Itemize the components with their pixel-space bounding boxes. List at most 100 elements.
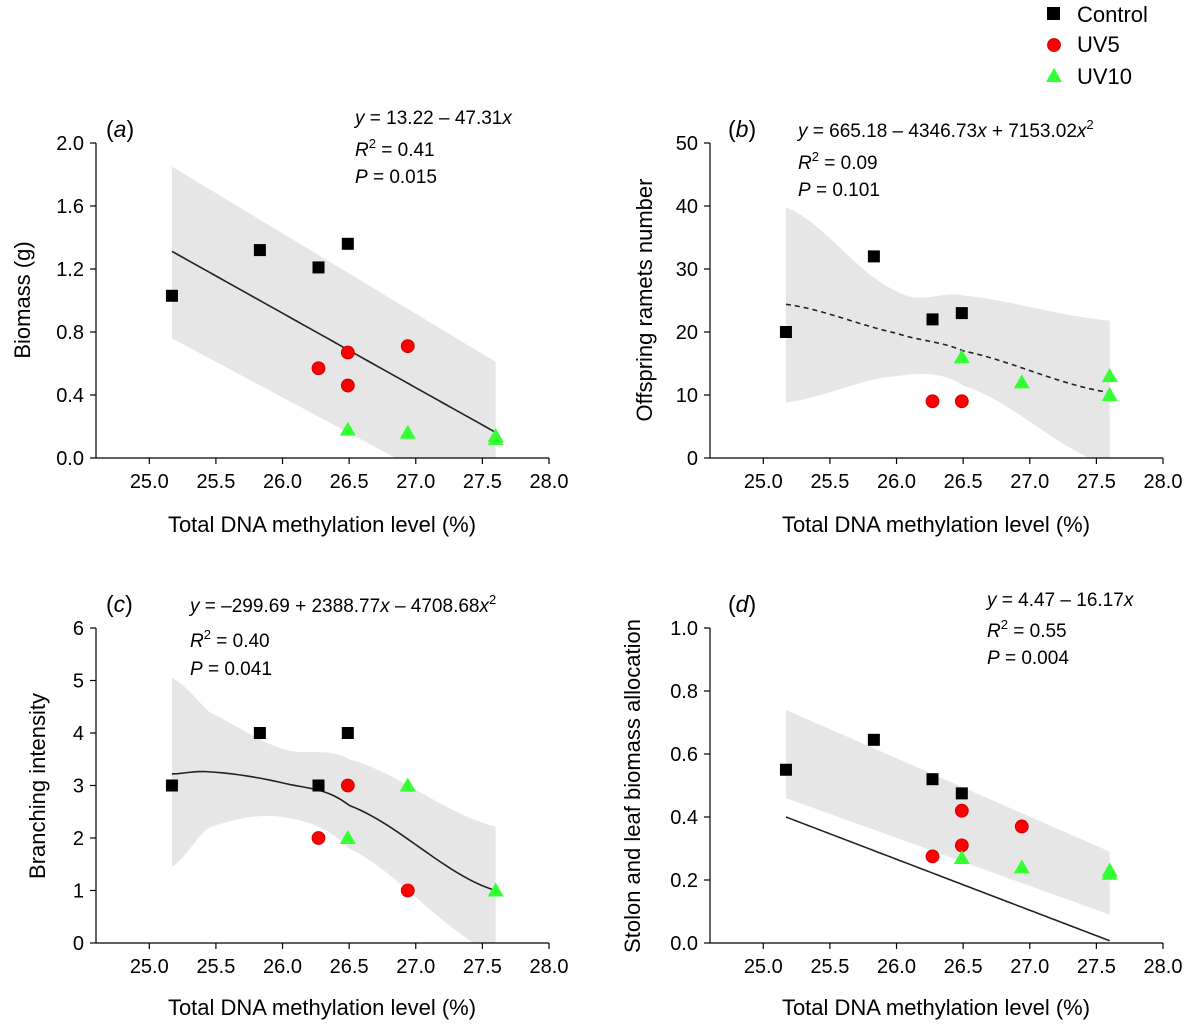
legend-label-uv5: UV5	[1077, 32, 1120, 57]
panel-b-x-tick-label: 25.0	[744, 471, 783, 493]
panel-c-point-control	[165, 779, 178, 792]
panel-b-x-tick-label: 27.5	[1077, 471, 1116, 493]
panel-d-y-tick-label: 0.4	[670, 807, 698, 829]
panel-b-band-layer	[785, 207, 1110, 458]
panel-d-point-control	[926, 773, 939, 786]
panel-c-point-control	[253, 727, 266, 739]
panel-d-point-control	[779, 763, 792, 776]
panel-d-equation: y = 4.47 – 16.17x	[985, 590, 1135, 611]
panel-d-x-tick-label: 25.5	[810, 956, 849, 978]
panel-c-fit-line	[171, 770, 496, 892]
panel-b-point-control	[926, 313, 939, 326]
panel-c-x-tick-label: 26.0	[263, 956, 302, 978]
panel-b-x-tick-label: 27.0	[1010, 471, 1049, 493]
panel-b-y-tick-label: 30	[676, 259, 698, 281]
panel-a-point-uv5	[311, 361, 326, 376]
panel-c-fit-layer	[171, 770, 496, 892]
panel-a-y-tick-label: 0.0	[56, 448, 84, 470]
panel-a-y-tick-label: 2.0	[56, 133, 84, 155]
panel-d-x-tick-label: 27.0	[1010, 956, 1049, 978]
panel-c-point-uv10	[487, 882, 504, 897]
panel-b-confidence-band	[785, 207, 1110, 458]
panel-d-r2: R2 = 0.55	[987, 617, 1067, 642]
panel-b-point-control	[955, 307, 968, 320]
panel-d-point-uv10	[953, 849, 970, 864]
panel-a-fit-line	[171, 250, 497, 434]
panel-a-y-tick-label: 0.4	[56, 385, 84, 407]
panel-c-y-tick-label: 5	[73, 671, 84, 693]
panel-c-equation: y = –299.69 + 2388.77x – 4708.68x2	[188, 592, 496, 617]
panel-a-points	[165, 237, 504, 446]
panel-c-point-uv5	[340, 778, 355, 793]
legend-item-control: Control	[1047, 2, 1148, 27]
panel-d-confidence-band	[785, 709, 1110, 915]
panel-d-point-uv5	[925, 849, 940, 864]
legend-marker-uv5	[1047, 38, 1061, 52]
panel-b-axes: 25.0 25.5 26.0 26.5 27.0 27.5 28.0 0 10 20 30 40 50	[676, 133, 1183, 493]
panel-b-point-uv10	[1101, 368, 1118, 383]
panel-a-ylabel: Biomass (g)	[10, 241, 35, 358]
panel-d-point-control	[867, 733, 880, 746]
panel-b-y-tick-label: 40	[676, 196, 698, 218]
panel-c-point-uv5	[400, 883, 415, 898]
panel-d-point-uv5	[954, 838, 969, 853]
panel-c-x-tick-label: 26.5	[330, 956, 369, 978]
panel-b: 25.0 25.5 26.0 26.5 27.0 27.5 28.001020304050 …	[632, 116, 1182, 537]
panel-b-points	[779, 250, 1118, 409]
panel-c-y-tick-label: 3	[73, 776, 84, 798]
panel-a-y-tick-label: 0.8	[56, 322, 84, 344]
panel-c-r2: R2 = 0.40	[190, 627, 270, 652]
panel-c-x-tick-label: 28.0	[530, 956, 569, 978]
panel-b-x-tick-label: 26.0	[877, 471, 916, 493]
panel-a-y-tick-label: 1.6	[56, 196, 84, 218]
panel-c-x-tick-label: 27.5	[463, 956, 502, 978]
panel-a-confidence-band	[171, 166, 496, 458]
legend: Control UV5 UV10	[1046, 2, 1148, 89]
panel-d-label: (d)	[728, 591, 756, 617]
panel-b-xlabel: Total DNA methylation level (%)	[782, 512, 1090, 537]
panel-c-y-tick-label: 4	[73, 723, 84, 745]
panel-d-x-tick-label: 26.0	[877, 956, 916, 978]
panel-a-band-layer	[171, 166, 496, 458]
panel-c-point-uv5	[311, 831, 326, 845]
panel-b-point-control	[779, 326, 792, 338]
panel-c-y-tick-label: 1	[73, 881, 84, 903]
panel-d-ylabel: Stolon and leaf biomass allocation	[620, 619, 645, 953]
panel-d-point-uv5	[1014, 819, 1029, 834]
panel-a-p: P = 0.015	[355, 167, 437, 188]
panel-a-point-uv10	[339, 421, 356, 436]
legend-item-uv5: UV5	[1047, 32, 1120, 57]
panel-b-point-uv5	[925, 394, 940, 409]
panel-c-confidence-band	[171, 677, 496, 943]
panel-a-equation: y = 13.22 – 47.31x	[353, 108, 513, 129]
panel-d-y-tick-label: 0.8	[670, 681, 698, 703]
panel-c-point-control	[312, 779, 325, 792]
panel-a-x-tick-label: 26.5	[330, 471, 369, 493]
panel-b-ylabel: Offspring ramets number	[632, 179, 657, 422]
panel-d-point-uv5	[954, 803, 969, 818]
panel-a-y-tick-label: 1.2	[56, 259, 84, 281]
panel-b-point-uv5	[954, 394, 969, 409]
panel-c-x-tick-label: 27.0	[396, 956, 435, 978]
legend-label-control: Control	[1077, 2, 1148, 27]
panel-b-label: (b)	[728, 116, 756, 142]
panel-c-point-control	[341, 727, 354, 739]
panel-c-y-tick-label: 6	[73, 618, 84, 640]
panel-d-y-tick-label: 0.2	[670, 870, 698, 892]
panel-d-y-tick-label: 1.0	[670, 618, 698, 640]
panel-a-xlabel: Total DNA methylation level (%)	[168, 512, 476, 537]
panel-d-points	[779, 733, 1118, 880]
panel-b-point-uv10	[1101, 387, 1118, 401]
panel-d-y-tick-label: 0.0	[670, 933, 698, 955]
panel-c-point-uv10	[339, 830, 356, 844]
panel-a-point-uv5	[400, 339, 415, 354]
panel-d-fit-layer	[785, 816, 1110, 942]
panel-c-axes: 25.0 25.5 26.0 26.5 27.0 27.5 28.0 0 1 2 3 4 5 6	[73, 618, 569, 978]
panel-b-y-tick-label: 20	[676, 322, 698, 344]
panel-b-point-uv10	[953, 349, 970, 364]
panel-a-point-control	[312, 261, 325, 274]
panel-c-xlabel: Total DNA methylation level (%)	[168, 995, 476, 1020]
panel-a-fit-layer	[171, 250, 497, 434]
